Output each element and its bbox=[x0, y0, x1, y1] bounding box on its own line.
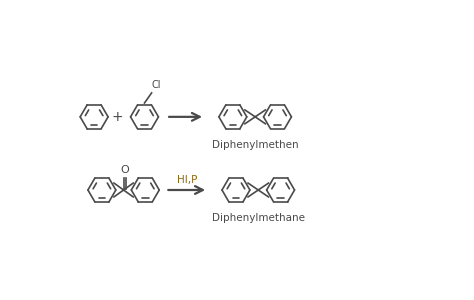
Text: Diphenylmethen: Diphenylmethen bbox=[212, 140, 299, 150]
Text: O: O bbox=[120, 165, 129, 176]
Text: HI,P: HI,P bbox=[176, 175, 197, 184]
Text: Cl: Cl bbox=[152, 80, 161, 90]
Text: +: + bbox=[111, 110, 123, 124]
Text: Diphenylmethane: Diphenylmethane bbox=[212, 213, 305, 223]
